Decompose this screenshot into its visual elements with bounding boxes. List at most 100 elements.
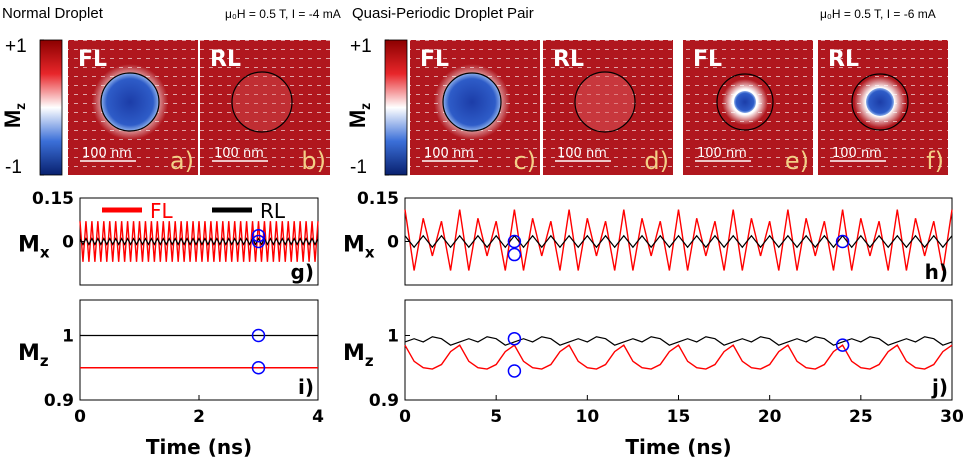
colorbar-label-sub: z	[357, 103, 373, 110]
y-tick-label: 0.15	[357, 189, 399, 209]
y-axis-label-sub: x	[40, 244, 50, 262]
droplet	[866, 88, 894, 116]
x-tick-label: 15	[667, 407, 691, 427]
colorbar	[384, 39, 408, 176]
marker	[251, 360, 266, 375]
y-axis-label: Mz	[343, 341, 374, 370]
marker	[507, 247, 522, 262]
header: Normal Droplet	[2, 5, 104, 22]
droplet-outline	[716, 73, 774, 131]
marker	[251, 234, 266, 249]
panel-tag: e)	[785, 147, 809, 175]
droplet-outline	[231, 71, 293, 133]
panel-tag: c)	[513, 147, 536, 175]
droplet-halo	[575, 72, 635, 132]
layer-label: FL	[420, 47, 449, 72]
scale-label: 100 nm	[557, 146, 607, 161]
layer-label: RL	[828, 47, 859, 72]
panel-label: j)	[931, 375, 948, 399]
colorbar-tick-label: +1	[350, 36, 372, 57]
droplet	[734, 91, 756, 113]
droplet-outline	[574, 71, 636, 133]
y-tick-label: 0.9	[369, 391, 399, 411]
header: Quasi-Periodic Droplet Pair	[352, 5, 534, 22]
colorbar-tick-label: +1	[5, 36, 27, 57]
panel-tag: b)	[301, 147, 326, 175]
scale-label: 100 nm	[832, 146, 882, 161]
marker	[835, 234, 850, 249]
series-line	[404, 234, 953, 249]
colorbar-tick-label: -1	[5, 157, 22, 178]
y-tick-label: 1	[387, 326, 399, 346]
marker	[251, 228, 266, 243]
scale-label: 100 nm	[424, 146, 474, 161]
x-tick-label: 20	[758, 407, 782, 427]
layer-label: RL	[210, 47, 241, 72]
panel-tag: f)	[926, 147, 944, 175]
x-tick-label: 5	[490, 407, 502, 427]
droplet	[100, 72, 160, 132]
panel-label: i)	[298, 375, 314, 399]
legend-label: FL	[150, 199, 174, 223]
y-axis-label: Mx	[343, 233, 375, 262]
y-axis-label: Mz	[18, 341, 49, 370]
colorbar-label-main: M	[345, 110, 370, 128]
y-tick-label: 0	[387, 233, 399, 253]
y-axis-label-main: M	[18, 341, 40, 366]
x-tick-label: 4	[312, 407, 324, 427]
field-label: μ₀H = 0.5 T, I = -6 mA	[820, 7, 936, 21]
x-axis-label: Time (ns)	[146, 435, 252, 459]
y-axis-label: Mx	[18, 233, 50, 262]
marker	[251, 328, 266, 343]
y-axis-label-main: M	[343, 341, 365, 366]
panel-label: h)	[925, 260, 948, 284]
series-line	[79, 221, 319, 262]
droplet-outline	[851, 73, 909, 131]
y-tick-label: 1	[62, 326, 74, 346]
y-axis-label-main: M	[343, 233, 365, 258]
marker	[507, 234, 522, 249]
y-tick-label: 0.9	[44, 391, 74, 411]
plot-area	[404, 299, 953, 401]
panel-tag: d)	[644, 147, 669, 175]
scale-label: 100 nm	[82, 146, 132, 161]
y-tick-label: 0.15	[32, 189, 74, 209]
x-axis-label: Time (ns)	[625, 435, 731, 459]
scale-label: 100 nm	[697, 146, 747, 161]
x-tick-label: 0	[74, 407, 86, 427]
y-axis-label-sub: z	[365, 352, 374, 370]
layer-label: FL	[693, 47, 722, 72]
droplet-halo	[232, 72, 292, 132]
plot-area	[79, 299, 319, 401]
vector-field	[200, 40, 330, 175]
y-axis-label-sub: z	[40, 352, 49, 370]
panel-tag: a)	[170, 147, 194, 175]
scale-label: 100 nm	[214, 146, 264, 161]
colorbar-tick-label: -1	[350, 157, 367, 178]
colorbar-label-main: M	[0, 110, 25, 128]
series-line	[404, 344, 953, 370]
marker	[507, 331, 522, 346]
y-axis-label-main: M	[18, 233, 40, 258]
colorbar-label: Mz	[345, 103, 373, 128]
y-axis-label-sub: x	[365, 244, 375, 262]
x-tick-label: 30	[940, 407, 964, 427]
marker	[507, 364, 522, 378]
x-tick-label: 25	[849, 407, 873, 427]
droplet	[442, 72, 502, 132]
x-tick-label: 2	[193, 407, 205, 427]
x-tick-label: 0	[399, 407, 411, 427]
marker	[835, 338, 850, 352]
colorbar-label-sub: z	[12, 103, 28, 110]
panel-label: g)	[291, 260, 314, 284]
series-line	[404, 209, 953, 271]
colorbar-label: Mz	[0, 103, 28, 128]
field-label: μ₀H = 0.5 T, I = -4 mA	[225, 7, 341, 21]
layer-label: FL	[78, 47, 107, 72]
y-tick-label: 0	[62, 233, 74, 253]
x-tick-label: 10	[575, 407, 599, 427]
series-line	[404, 336, 953, 346]
layer-label: RL	[553, 47, 584, 72]
colorbar	[39, 39, 63, 176]
series-line	[79, 237, 319, 246]
